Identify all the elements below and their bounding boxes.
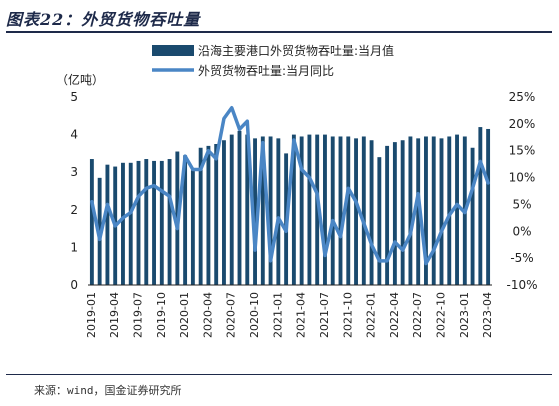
right-tick-label: 5% bbox=[512, 197, 531, 211]
x-tick-label: 2022-07 bbox=[411, 292, 424, 338]
bar bbox=[159, 160, 164, 285]
x-tick-label: 2020-10 bbox=[248, 292, 261, 338]
bar bbox=[144, 159, 149, 285]
left-tick-label: 3 bbox=[70, 165, 78, 179]
bar bbox=[377, 157, 382, 285]
x-tick-label: 2021-10 bbox=[341, 292, 354, 338]
bar bbox=[323, 134, 327, 285]
right-tick-label: -5% bbox=[510, 251, 533, 265]
bar bbox=[416, 138, 421, 285]
x-tick-label: 2019-10 bbox=[155, 292, 168, 338]
bar bbox=[478, 127, 483, 285]
bar bbox=[190, 170, 195, 285]
right-tick-label: 25% bbox=[509, 90, 536, 104]
left-axis-unit-label: （亿吨） bbox=[56, 72, 104, 87]
legend: 沿海主要港口外贸货物吞吐量:当月值 外贸货物吞吐量:当月同比 bbox=[152, 43, 394, 78]
bar-series bbox=[89, 127, 491, 285]
x-tick-label: 2019-04 bbox=[108, 292, 121, 338]
bar bbox=[222, 140, 226, 285]
bar bbox=[315, 134, 320, 285]
x-axis-ticks: 2019-01 2019-04 2019-07 2019-10 2020-01 2020-… bbox=[85, 292, 494, 338]
x-tick-label: 2021-07 bbox=[318, 292, 331, 338]
bar bbox=[447, 136, 452, 285]
x-tick-label: 2021-01 bbox=[271, 292, 284, 338]
bar bbox=[229, 134, 234, 285]
legend-bar-label: 沿海主要港口外贸货物吞吐量:当月值 bbox=[198, 43, 394, 58]
bar bbox=[128, 162, 133, 285]
right-tick-label: 15% bbox=[509, 144, 536, 158]
bar bbox=[89, 159, 94, 285]
line-series bbox=[90, 105, 490, 266]
bar bbox=[307, 134, 312, 285]
left-tick-label: 4 bbox=[70, 128, 78, 142]
bar bbox=[167, 159, 172, 285]
bar bbox=[431, 136, 436, 285]
right-tick-label: 10% bbox=[509, 171, 536, 185]
bar bbox=[183, 155, 188, 285]
right-tick-label: 20% bbox=[509, 117, 536, 131]
bar bbox=[354, 138, 358, 285]
x-tick-label: 2023-01 bbox=[458, 292, 471, 338]
x-tick-label: 2022-01 bbox=[365, 292, 378, 338]
bar bbox=[385, 145, 390, 285]
chart-title: 图表22：外贸货物吞吐量 bbox=[6, 10, 201, 29]
bar bbox=[299, 136, 304, 285]
left-axis-ticks: 0 1 2 3 4 5 bbox=[70, 90, 78, 292]
bar bbox=[206, 145, 211, 285]
legend-bar-swatch bbox=[152, 45, 194, 56]
bar bbox=[439, 138, 444, 285]
bar bbox=[276, 138, 281, 285]
bar bbox=[214, 144, 219, 285]
bar bbox=[400, 140, 405, 285]
x-tick-label: 2022-10 bbox=[435, 292, 448, 338]
bar bbox=[198, 147, 203, 285]
bar bbox=[105, 164, 110, 285]
legend-line-label: 外贸货物吞吐量:当月同比 bbox=[198, 63, 334, 78]
x-tick-label: 2019-07 bbox=[132, 292, 145, 338]
right-tick-label: 0% bbox=[512, 224, 531, 238]
bar bbox=[338, 136, 343, 285]
right-tick-label: -10% bbox=[506, 278, 537, 292]
bar bbox=[455, 134, 459, 285]
x-tick-label: 2020-04 bbox=[201, 292, 214, 338]
bar bbox=[291, 134, 296, 285]
bar bbox=[346, 136, 351, 285]
bar bbox=[424, 136, 428, 285]
bar bbox=[268, 136, 273, 285]
bar bbox=[486, 128, 491, 285]
x-tick-label: 2022-04 bbox=[388, 292, 401, 338]
right-axis-ticks: -10% -5% 0% 5% 10% 15% 20% 25% bbox=[506, 90, 537, 292]
source-note: 来源：wind，国金证券研究所 bbox=[34, 384, 182, 397]
left-tick-label: 1 bbox=[70, 240, 78, 254]
bar bbox=[253, 138, 257, 285]
bar bbox=[470, 147, 475, 285]
left-tick-label: 0 bbox=[70, 278, 78, 292]
bar bbox=[392, 142, 397, 285]
x-tick-label: 2020-07 bbox=[225, 292, 238, 338]
x-tick-label: 2021-04 bbox=[295, 292, 308, 338]
bar bbox=[152, 160, 156, 285]
bar bbox=[121, 162, 125, 285]
bar bbox=[136, 160, 141, 285]
x-tick-label: 2020-01 bbox=[178, 292, 191, 338]
left-tick-label: 2 bbox=[70, 203, 78, 217]
bar bbox=[237, 130, 242, 285]
left-tick-label: 5 bbox=[70, 90, 78, 104]
bar bbox=[369, 140, 374, 285]
bar bbox=[245, 134, 250, 285]
bar bbox=[260, 136, 265, 285]
x-tick-label: 2023-04 bbox=[481, 292, 494, 338]
x-tick-label: 2019-01 bbox=[85, 292, 98, 338]
source-divider bbox=[6, 374, 552, 375]
bar bbox=[408, 136, 413, 285]
bar bbox=[361, 136, 366, 285]
yoy-line bbox=[90, 105, 490, 266]
bar bbox=[330, 136, 335, 285]
title-divider bbox=[6, 31, 552, 33]
